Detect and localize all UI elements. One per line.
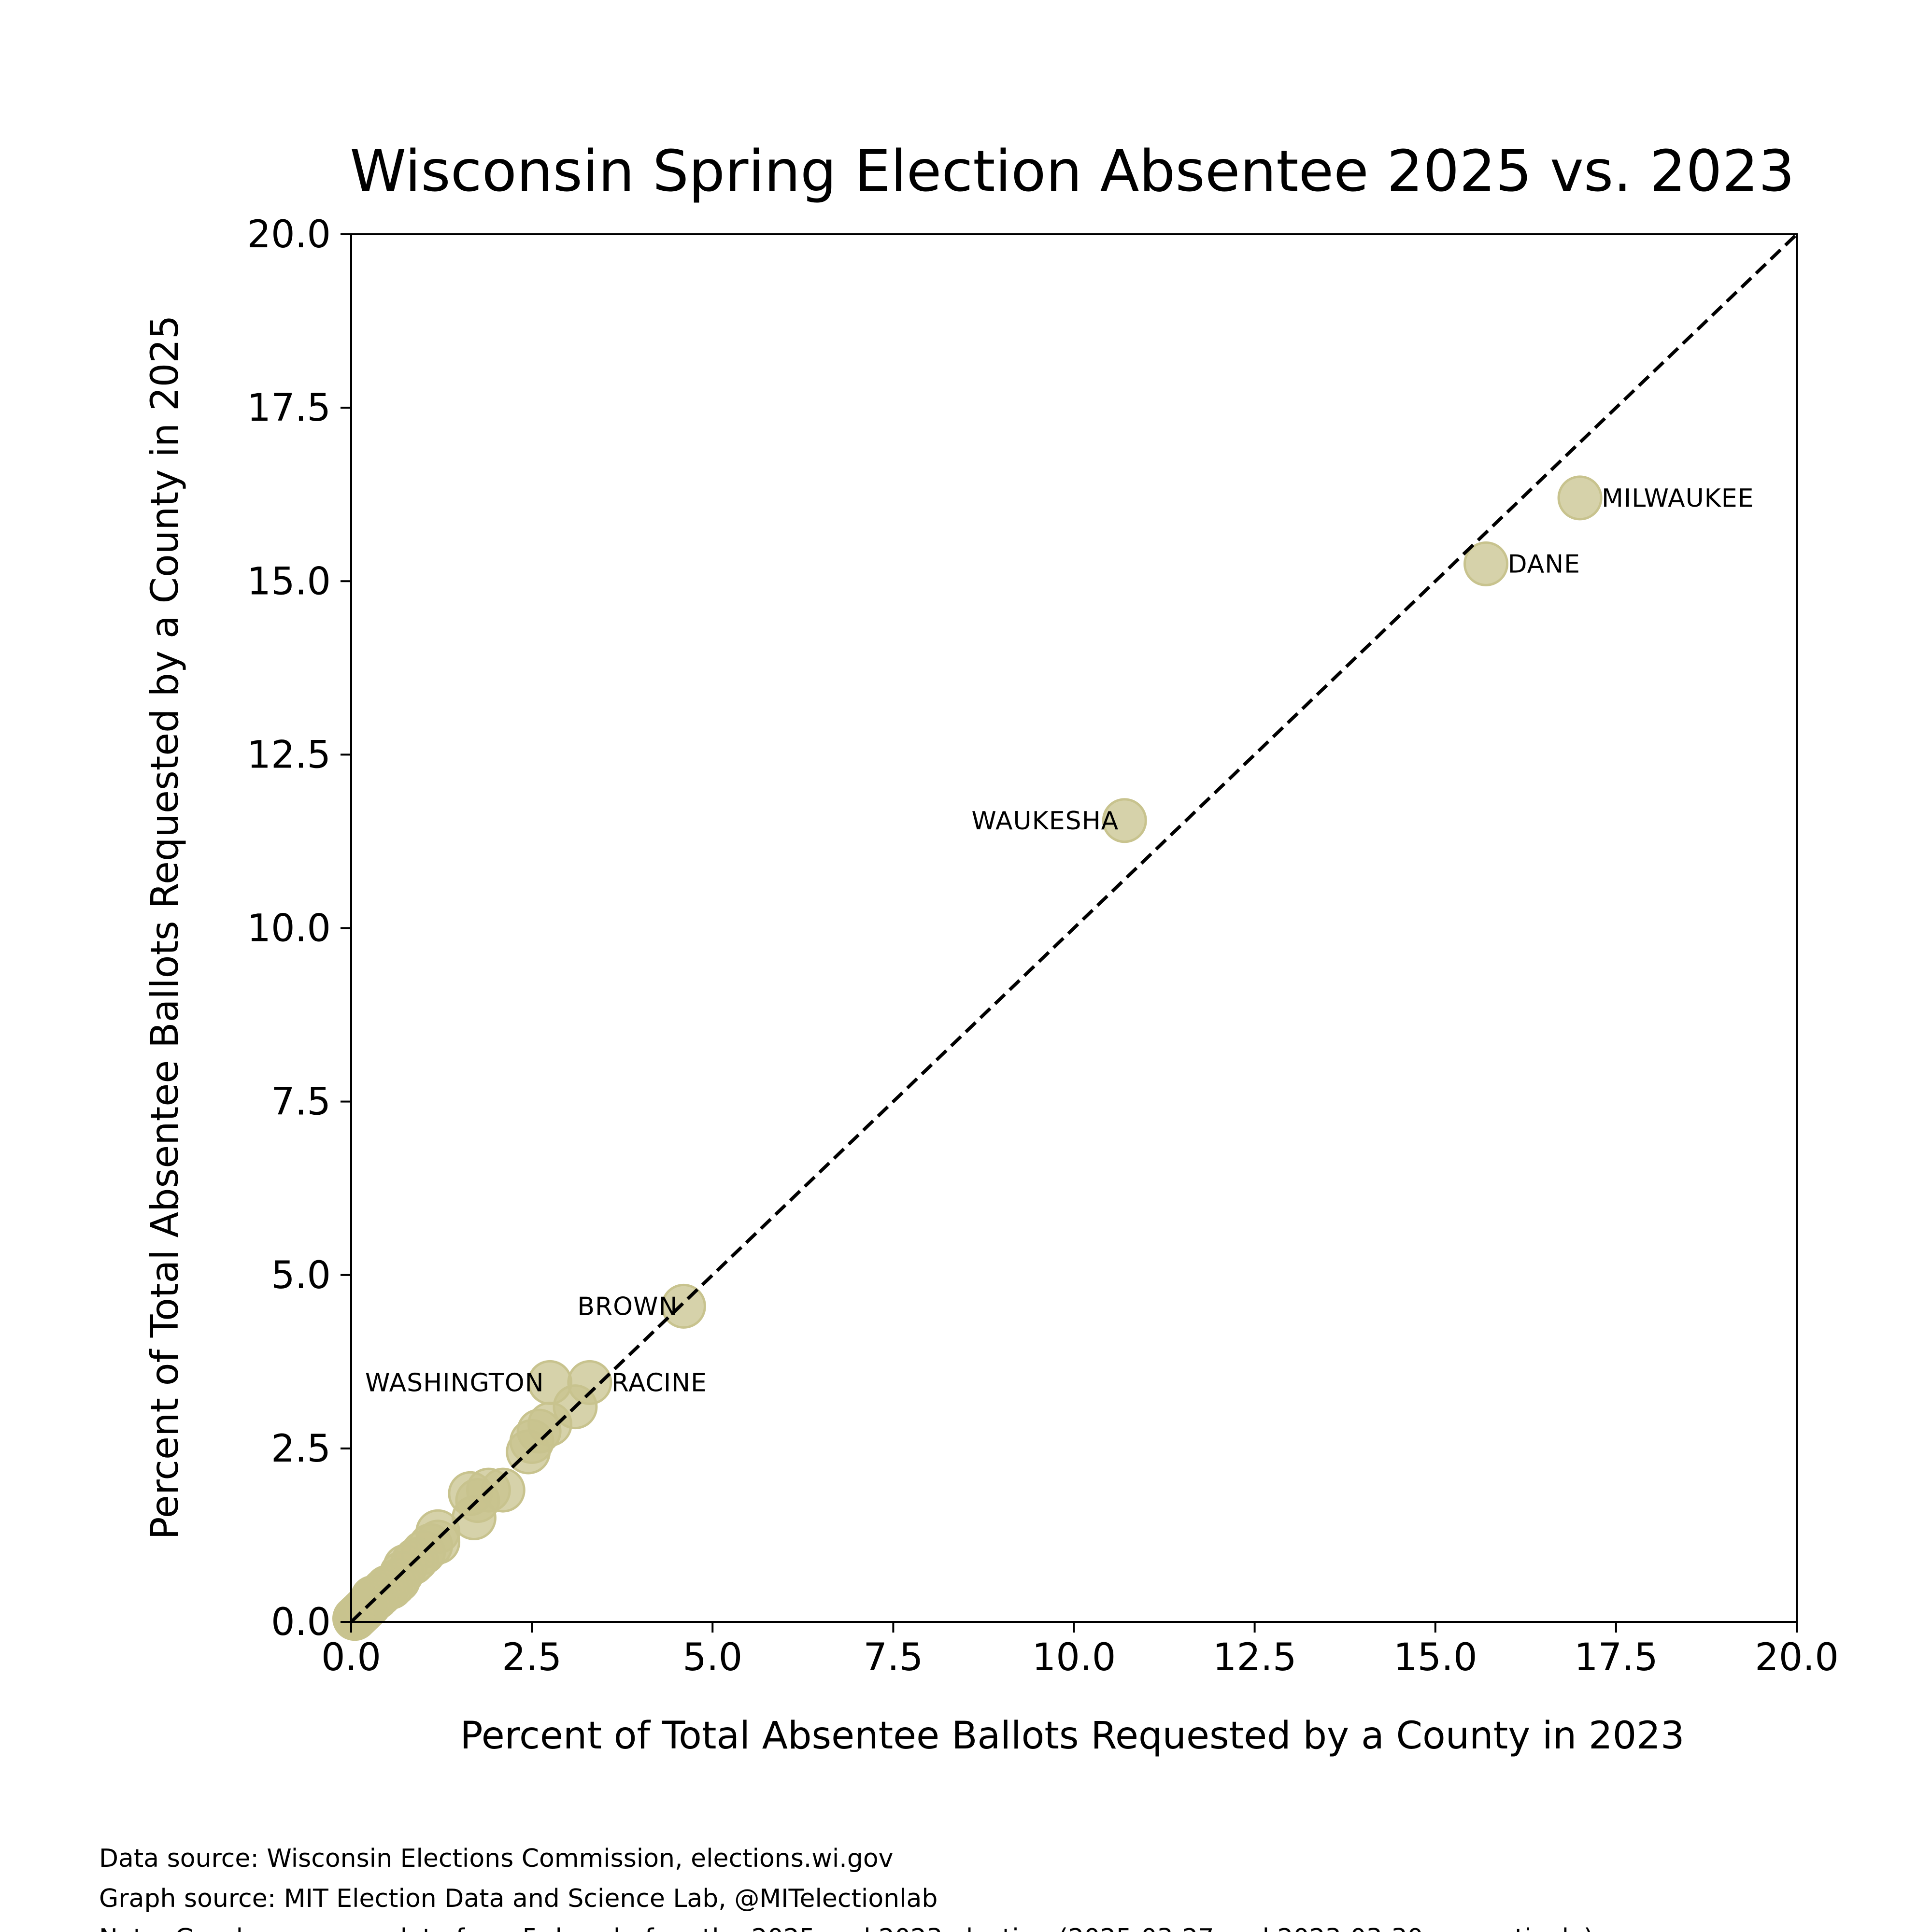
x-axis: 0.0 2.5 5.0 7.5 10.0 12.5 15.0 17.5 20.0 (321, 1622, 1839, 1679)
y-tick-label: 10.0 (247, 907, 331, 951)
x-tick-label: 12.5 (1213, 1636, 1297, 1679)
points-layer (332, 475, 1603, 1641)
data-point (1463, 541, 1509, 586)
reference-line-y-equals-x (350, 233, 1798, 1623)
point-label-washington: WASHINGTON (365, 1368, 544, 1397)
footnote-note: Note: Graph compares data from 5 days be… (99, 1924, 1593, 1932)
chart-title: Wisconsin Spring Election Absentee 2025 … (350, 138, 1794, 204)
x-tick-label: 17.5 (1574, 1636, 1658, 1679)
x-tick-label: 15.0 (1393, 1636, 1477, 1679)
x-tick-label: 7.5 (863, 1636, 923, 1679)
y-tick-label: 20.0 (247, 213, 331, 256)
x-tick-label: 10.0 (1032, 1636, 1116, 1679)
point-label-brown: BROWN (577, 1292, 678, 1321)
x-axis-label: Percent of Total Absentee Ballots Reques… (460, 1714, 1684, 1758)
y-tick-label: 17.5 (247, 386, 331, 430)
footnote-graph-source: Graph source: MIT Election Data and Scie… (99, 1884, 938, 1913)
point-label-milwaukee: MILWAUKEE (1602, 484, 1754, 513)
y-tick-label: 12.5 (247, 733, 331, 777)
y-tick-label: 0.0 (271, 1601, 331, 1644)
y-tick-label: 5.0 (271, 1254, 331, 1297)
footnote-data-source: Data source: Wisconsin Elections Commiss… (99, 1844, 893, 1873)
y-tick-label: 15.0 (247, 560, 331, 603)
point-label-racine: RACINE (611, 1368, 707, 1397)
point-label-waukesha: WAUKESHA (971, 807, 1119, 836)
y-axis-label: Percent of Total Absentee Ballots Reques… (143, 315, 187, 1539)
y-tick-label: 7.5 (271, 1080, 331, 1124)
y-tick-label: 2.5 (271, 1427, 331, 1471)
x-tick-label: 0.0 (321, 1636, 381, 1679)
x-tick-label: 5.0 (682, 1636, 742, 1679)
point-labels: MILWAUKEE DANE WAUKESHA BROWN WASHINGTON RACI… (365, 484, 1754, 1398)
data-point (1557, 475, 1603, 521)
data-point (661, 1283, 706, 1329)
data-point (1102, 798, 1147, 843)
x-tick-label: 20.0 (1755, 1636, 1839, 1679)
point-label-dane: DANE (1508, 550, 1580, 579)
y-axis: 0.0 2.5 5.0 7.5 10.0 12.5 15.0 17.5 20.0 (247, 213, 351, 1644)
x-tick-label: 2.5 (502, 1636, 562, 1679)
